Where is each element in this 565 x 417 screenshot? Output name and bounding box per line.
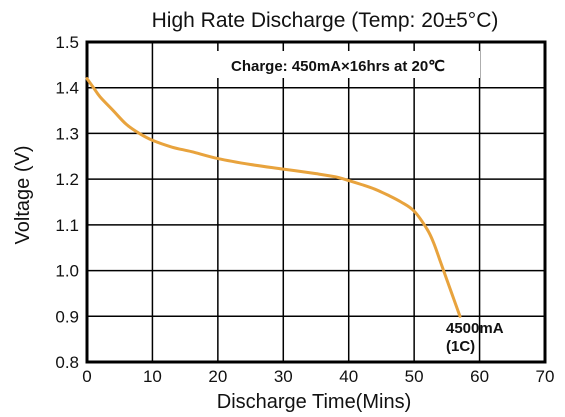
- series-label: 4500mA (1C): [446, 320, 507, 355]
- discharge-curve: [85, 77, 462, 318]
- series-layer: [85, 77, 462, 318]
- chart-title: High Rate Discharge (Temp: 20±5°C): [152, 9, 499, 32]
- x-tick-label: 30: [274, 367, 293, 386]
- y-tick-label: 1.5: [55, 33, 79, 52]
- x-tick-label: 70: [536, 367, 555, 386]
- x-tick-label: 50: [405, 367, 424, 386]
- y-tick-label: 1.1: [55, 216, 79, 235]
- x-axis-tick-labels: 0 10 20 30 40 50 60 70: [82, 367, 554, 386]
- y-tick-label: 1.2: [55, 170, 79, 189]
- y-tick-label: 1.4: [55, 79, 79, 98]
- x-tick-label: 10: [143, 367, 162, 386]
- charge-annotation: Charge: 450mA×16hrs at 20℃: [231, 58, 445, 75]
- y-tick-label: 0.9: [55, 307, 79, 326]
- plot-area-border: [85, 40, 547, 364]
- x-tick-label: 0: [82, 367, 91, 386]
- grid-lines: [86, 41, 546, 363]
- x-axis-title: Discharge Time(Mins): [217, 391, 411, 413]
- series-label-line: (1C): [446, 338, 475, 355]
- annotation-background: [200, 51, 480, 78]
- x-tick-label: 20: [208, 367, 227, 386]
- y-axis-title: Voltage (V): [12, 146, 34, 245]
- y-axis-tick-labels: 0.8 0.9 1.0 1.1 1.2 1.3 1.4 1.5: [55, 33, 79, 372]
- series-label-line: 4500mA: [446, 320, 504, 337]
- y-tick-label: 1.3: [55, 124, 79, 143]
- y-tick-label: 0.8: [55, 353, 79, 372]
- y-tick-label: 1.0: [55, 262, 79, 281]
- x-tick-label: 40: [339, 367, 358, 386]
- x-tick-label: 60: [470, 367, 489, 386]
